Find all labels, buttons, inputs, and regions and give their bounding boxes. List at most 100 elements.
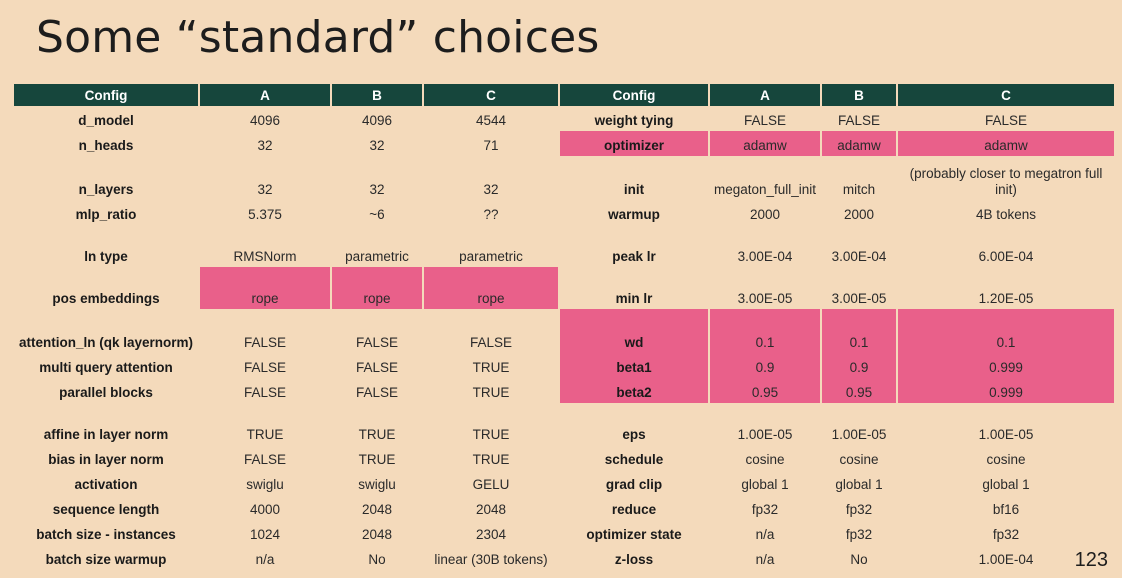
cell: bf16 bbox=[992, 502, 1020, 517]
cell: ?? bbox=[483, 207, 499, 222]
cell: fp32 bbox=[845, 527, 873, 542]
cell: 4000 bbox=[249, 502, 281, 517]
table-row: batch size - instances 1024 2048 2304 bbox=[14, 520, 558, 545]
row-key-highlighted: wd bbox=[560, 309, 708, 353]
table-row: peak lr 3.00E-04 3.00E-04 6.00E-04 bbox=[560, 225, 1114, 267]
cell: FALSE bbox=[837, 113, 881, 128]
table-row: attention_ln (qk layernorm) FALSE FALSE … bbox=[14, 309, 558, 353]
cell: 4544 bbox=[475, 113, 507, 128]
cell: n/a bbox=[255, 552, 275, 567]
row-key: bias in layer norm bbox=[48, 452, 164, 467]
table-row: bias in layer norm FALSE TRUE TRUE bbox=[14, 445, 558, 470]
cell: n/a bbox=[755, 527, 775, 542]
cell: 2304 bbox=[475, 527, 507, 542]
cell: FALSE bbox=[243, 335, 287, 350]
cell: TRUE bbox=[472, 385, 510, 400]
cell: No bbox=[368, 552, 386, 567]
cell: 4B tokens bbox=[975, 207, 1037, 222]
cell: mitch bbox=[842, 182, 876, 197]
cell: 2048 bbox=[475, 502, 507, 517]
row-key: batch size warmup bbox=[45, 552, 167, 567]
cell: GELU bbox=[472, 477, 510, 492]
table-row: eps 1.00E-05 1.00E-05 1.00E-05 bbox=[560, 403, 1114, 445]
cell: FALSE bbox=[355, 385, 399, 400]
row-key: d_model bbox=[78, 113, 134, 128]
row-key: optimizer state bbox=[586, 527, 682, 542]
cell: megaton_full_init bbox=[713, 182, 817, 197]
table-row: n_layers 32 32 32 bbox=[14, 156, 558, 200]
cell-highlighted: 0.1 bbox=[898, 309, 1114, 353]
cell: TRUE bbox=[472, 452, 510, 467]
column-header: B bbox=[822, 84, 896, 106]
cell-highlighted: adamw bbox=[710, 131, 820, 156]
row-key: min lr bbox=[615, 291, 653, 306]
row-key: eps bbox=[622, 427, 646, 442]
table-row: sequence length 4000 2048 2048 bbox=[14, 495, 558, 520]
cell: 3.00E-04 bbox=[737, 249, 793, 264]
cell: 4096 bbox=[249, 113, 281, 128]
cell: 32 bbox=[483, 182, 499, 197]
cell: 2048 bbox=[361, 527, 393, 542]
cell-highlighted: 0.9 bbox=[822, 353, 896, 378]
cell: swiglu bbox=[358, 477, 396, 492]
table-row: warmup 2000 2000 4B tokens bbox=[560, 200, 1114, 225]
row-key: n_layers bbox=[78, 182, 134, 197]
cell: global 1 bbox=[835, 477, 883, 492]
cell: 1.00E-05 bbox=[737, 427, 793, 442]
table-row: beta2 0.95 0.95 0.999 bbox=[560, 378, 1114, 403]
cell: No bbox=[850, 552, 868, 567]
table-row: n_heads 32 32 71 bbox=[14, 131, 558, 156]
model-config-table: Config A B C d_model 4096 4096 4544 n_he… bbox=[12, 84, 560, 570]
table-row: mlp_ratio 5.375 ~6 ?? bbox=[14, 200, 558, 225]
cell: FALSE bbox=[243, 452, 287, 467]
cell: 1.00E-05 bbox=[978, 427, 1034, 442]
cell: (probably closer to megatron full init) bbox=[909, 166, 1103, 197]
column-header: A bbox=[200, 84, 330, 106]
cell: 71 bbox=[483, 138, 499, 153]
cell-highlighted: 0.95 bbox=[710, 378, 820, 403]
cell-highlighted: rope bbox=[332, 267, 422, 309]
column-header: Config bbox=[14, 84, 198, 106]
cell: 3.00E-05 bbox=[831, 291, 887, 306]
table-row: weight tying FALSE FALSE FALSE bbox=[560, 106, 1114, 131]
cell: FALSE bbox=[355, 360, 399, 375]
cell: cosine bbox=[745, 452, 785, 467]
row-key: multi query attention bbox=[39, 360, 173, 375]
cell: 32 bbox=[257, 138, 273, 153]
cell: cosine bbox=[986, 452, 1026, 467]
cell: 4096 bbox=[361, 113, 393, 128]
cell: 2048 bbox=[361, 502, 393, 517]
cell: FALSE bbox=[355, 335, 399, 350]
cell: 5.375 bbox=[248, 207, 282, 222]
cell: 1024 bbox=[249, 527, 281, 542]
cell: swiglu bbox=[246, 477, 284, 492]
cell-highlighted: 0.999 bbox=[898, 353, 1114, 378]
cell-highlighted: 0.1 bbox=[822, 309, 896, 353]
optimizer-config-table: Config A B C weight tying FALSE FALSE FA… bbox=[558, 84, 1116, 570]
row-key: weight tying bbox=[594, 113, 674, 128]
table-row: init megaton_full_init mitch (probably c… bbox=[560, 156, 1114, 200]
cell: global 1 bbox=[982, 477, 1030, 492]
column-header: C bbox=[424, 84, 558, 106]
row-key: warmup bbox=[608, 207, 660, 222]
row-key: parallel blocks bbox=[59, 385, 153, 400]
cell-highlighted: 0.9 bbox=[710, 353, 820, 378]
table-row: activation swiglu swiglu GELU bbox=[14, 470, 558, 495]
cell: 1.20E-05 bbox=[978, 291, 1034, 306]
row-key: reduce bbox=[611, 502, 657, 517]
cell: 3.00E-04 bbox=[831, 249, 887, 264]
cell: 1.00E-04 bbox=[978, 552, 1034, 567]
row-key: affine in layer norm bbox=[43, 427, 169, 442]
cell: fp32 bbox=[751, 502, 779, 517]
cell: FALSE bbox=[243, 385, 287, 400]
table-row: reduce fp32 fp32 bf16 bbox=[560, 495, 1114, 520]
table-row: z-loss n/a No 1.00E-04 bbox=[560, 545, 1114, 570]
cell: 3.00E-05 bbox=[737, 291, 793, 306]
row-key: grad clip bbox=[605, 477, 663, 492]
cell-highlighted: rope bbox=[424, 267, 558, 309]
row-key-highlighted: beta2 bbox=[560, 378, 708, 403]
page-number: 123 bbox=[1074, 549, 1108, 571]
cell: FALSE bbox=[743, 113, 787, 128]
row-key: ln type bbox=[84, 249, 128, 264]
column-header: B bbox=[332, 84, 422, 106]
